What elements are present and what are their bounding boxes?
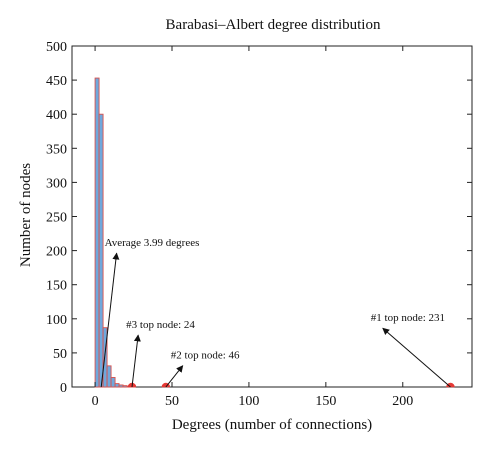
annotation-arrow-0 — [100, 252, 120, 388]
top-node-marker-2 — [446, 382, 455, 388]
y-tick-label-7: 350 — [46, 142, 67, 157]
plot-frame — [71, 45, 473, 388]
x-tick-label-3: 150 — [315, 394, 336, 409]
histogram-bar-5 — [114, 383, 120, 388]
x-tick-label-4: 200 — [392, 394, 413, 409]
annotation-label-3: #1 top node: 231 — [371, 312, 445, 324]
plot-area: 0 50 100 150 200 0 50 100 150 200 250 300 350 400 450 5… — [46, 40, 473, 409]
histogram-bar-7 — [122, 385, 128, 388]
histogram-bar-3 — [106, 365, 112, 388]
y-tick-label-3: 150 — [46, 279, 67, 294]
chart-title: Barabasi–Albert degree distribution — [166, 17, 381, 33]
annotation-label-0: Average 3.99 degrees — [105, 237, 200, 249]
y-tick-label-8: 400 — [46, 108, 67, 123]
y-tick-label-6: 300 — [46, 176, 67, 191]
histogram-bar-1 — [98, 113, 104, 388]
x-axis-label: Degrees (number of connections) — [172, 417, 372, 433]
histogram-bar-4 — [110, 377, 116, 388]
histogram-bar-6 — [118, 384, 124, 388]
y-tick-label-9: 450 — [46, 74, 67, 89]
annotation-arrow-2 — [165, 365, 184, 388]
histogram-bar-0 — [94, 77, 100, 388]
y-tick-label-0: 0 — [60, 381, 67, 396]
annotation-arrow-1 — [131, 334, 141, 388]
y-tick-label-10: 500 — [46, 40, 67, 55]
annotation-label-2: #2 top node: 46 — [171, 350, 240, 362]
y-tick-label-1: 50 — [53, 347, 67, 362]
y-tick-label-5: 250 — [46, 211, 67, 226]
annotation-label-1: #3 top node: 24 — [126, 319, 195, 331]
annotation-arrow-3 — [382, 327, 451, 388]
y-tick-label-4: 200 — [46, 245, 67, 260]
x-tick-label-0: 0 — [92, 394, 99, 409]
x-tick-label-2: 100 — [238, 394, 259, 409]
y-axis-label: Number of nodes — [18, 163, 34, 267]
x-tick-label-1: 50 — [165, 394, 179, 409]
y-tick-label-2: 100 — [46, 313, 67, 328]
